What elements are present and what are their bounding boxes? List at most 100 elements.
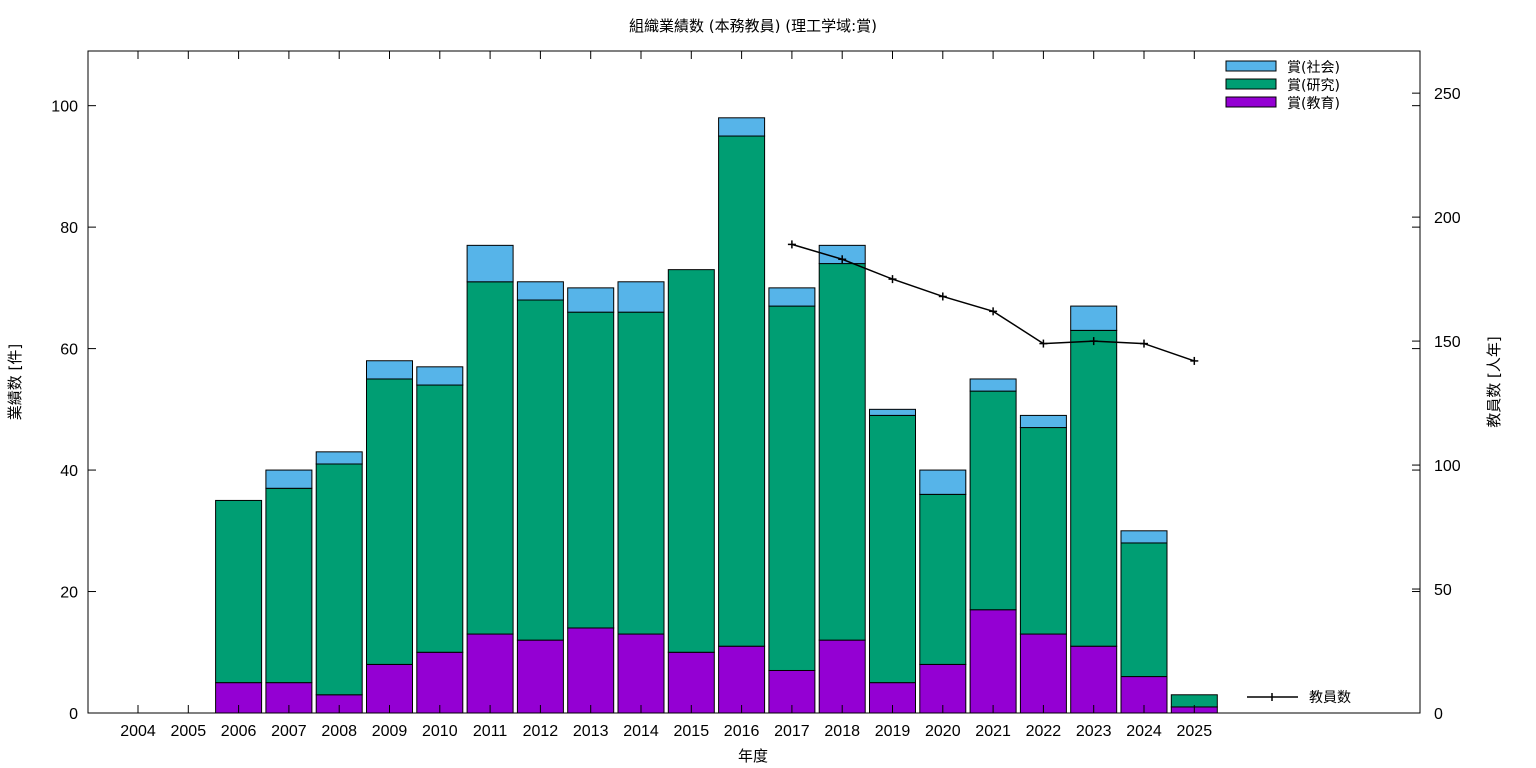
bar-2012-series-1: [516, 299, 564, 641]
bar-2010-series-1: [416, 384, 464, 653]
bar-2011-series-2: [466, 244, 514, 283]
x-tick-label: 2015: [674, 723, 710, 740]
bar-2020-series-0: [919, 663, 967, 714]
x-tick-label: 2019: [875, 723, 911, 740]
bar-2020-series-2: [919, 469, 967, 495]
legend-swatch: [1225, 78, 1277, 90]
x-tick-label: 2010: [422, 723, 458, 740]
bar-2008-series-2: [315, 451, 363, 465]
line-point-2025: [1190, 356, 1199, 365]
y2-tick-label: 100: [1434, 458, 1461, 475]
bar-2017-series-2: [768, 287, 816, 307]
x-tick-label: 2004: [120, 723, 156, 740]
plot-frame: [87, 50, 1421, 714]
bar-2011-series-0: [466, 633, 514, 714]
y2-tick-label: 250: [1434, 86, 1461, 103]
axes: 0 20 40 60 80 100 0 50 100 150 200 250 2004 2005 2006 2…: [51, 51, 1461, 740]
bar-2015-series-0: [667, 651, 715, 714]
x-tick-label: 2018: [824, 723, 860, 740]
y-tick-label: 80: [60, 220, 78, 237]
x-tick-label: 2017: [774, 723, 810, 740]
bar-2023-series-1: [1070, 329, 1118, 647]
y-tick-label: 100: [51, 99, 78, 116]
bar-2022-series-0: [1019, 633, 1067, 714]
y-tick-label: 20: [60, 585, 78, 602]
bar-2014-series-2: [617, 281, 665, 313]
x-tick-label: 2021: [975, 723, 1011, 740]
y2-axis-label: 教員数 [人年]: [1485, 336, 1503, 427]
bar-2007-series-1: [265, 487, 313, 684]
x-tick-label: 2007: [271, 723, 307, 740]
x-tick-label: 2008: [321, 723, 357, 740]
legend-label-line: 教員数: [1309, 690, 1351, 706]
bar-2019-series-1: [869, 414, 916, 684]
bar-2023-series-0: [1070, 645, 1118, 714]
bar-2021-series-2: [969, 378, 1017, 392]
bar-2018-series-0: [818, 639, 866, 714]
legend-label: 賞(研究): [1287, 78, 1340, 94]
bar-2007-series-2: [265, 469, 313, 489]
x-tick-label: 2022: [1026, 723, 1062, 740]
bar-2015-series-1: [667, 269, 715, 653]
bar-2009-series-2: [366, 360, 413, 380]
bar-2016-series-1: [718, 135, 766, 647]
bar-2022-series-1: [1019, 427, 1067, 635]
bar-2024-series-2: [1120, 530, 1168, 544]
bar-2010-series-0: [416, 651, 464, 714]
legend-label: 賞(社会): [1287, 60, 1340, 76]
bar-2009-series-0: [366, 663, 413, 714]
y-tick-label: 40: [60, 463, 78, 480]
bar-2023-series-2: [1070, 305, 1118, 331]
x-tick-label: 2024: [1126, 723, 1162, 740]
legend-swatch: [1225, 60, 1277, 72]
bar-2013-series-2: [567, 287, 615, 313]
legend-label: 賞(教育): [1287, 96, 1340, 112]
line-point-2020: [938, 292, 947, 301]
line-point-2019: [888, 275, 897, 284]
x-tick-label: 2020: [925, 723, 961, 740]
bar-2021-series-1: [969, 390, 1017, 611]
bar-2011-series-1: [466, 281, 514, 635]
bar-2021-series-0: [969, 609, 1017, 714]
x-tick-label: 2013: [573, 723, 609, 740]
bar-2024-series-1: [1120, 542, 1168, 678]
y-tick-label: 0: [69, 706, 78, 723]
line-point-2022: [1039, 339, 1048, 348]
bar-2013-series-0: [567, 627, 615, 714]
bar-2014-series-1: [617, 311, 665, 635]
bar-2012-series-2: [516, 281, 564, 301]
bar-2017-series-1: [768, 305, 816, 671]
x-tick-label: 2012: [523, 723, 559, 740]
line-point-2017: [787, 240, 796, 249]
plot-area: [215, 117, 1218, 714]
bar-2018-series-1: [818, 263, 866, 641]
y2-tick-label: 150: [1434, 334, 1461, 351]
y2-tick-label: 0: [1434, 706, 1443, 723]
bar-2010-series-2: [416, 366, 464, 386]
bar-2019-series-2: [869, 408, 916, 416]
chart-title: 組織業績数 (本務教員) (理工学域:賞): [629, 17, 877, 35]
y-tick-label: 60: [60, 342, 78, 359]
x-tick-label: 2016: [724, 723, 760, 740]
x-tick-label: 2011: [473, 723, 508, 740]
bar-2014-series-0: [617, 633, 665, 714]
bar-2006-series-1: [215, 499, 263, 684]
line-point-2018: [838, 255, 847, 264]
x-tick-label: 2023: [1076, 723, 1112, 740]
x-axis-label: 年度: [738, 747, 768, 765]
bar-2016-series-0: [718, 645, 766, 714]
x-tick-label: 2025: [1177, 723, 1213, 740]
bar-2020-series-1: [919, 493, 967, 665]
bar-2008-series-1: [315, 463, 363, 696]
x-tick-label: 2009: [372, 723, 408, 740]
x-tick-label: 2014: [623, 723, 659, 740]
y-axis-label: 業績数 [件]: [6, 344, 24, 420]
x-tick-label: 2005: [171, 723, 207, 740]
legend-swatch: [1225, 96, 1277, 108]
line-point-2021: [989, 307, 998, 316]
bar-2009-series-1: [366, 378, 413, 665]
bar-2022-series-2: [1019, 414, 1067, 429]
x-tick-label: 2006: [221, 723, 257, 740]
line-point-2023: [1089, 337, 1098, 346]
